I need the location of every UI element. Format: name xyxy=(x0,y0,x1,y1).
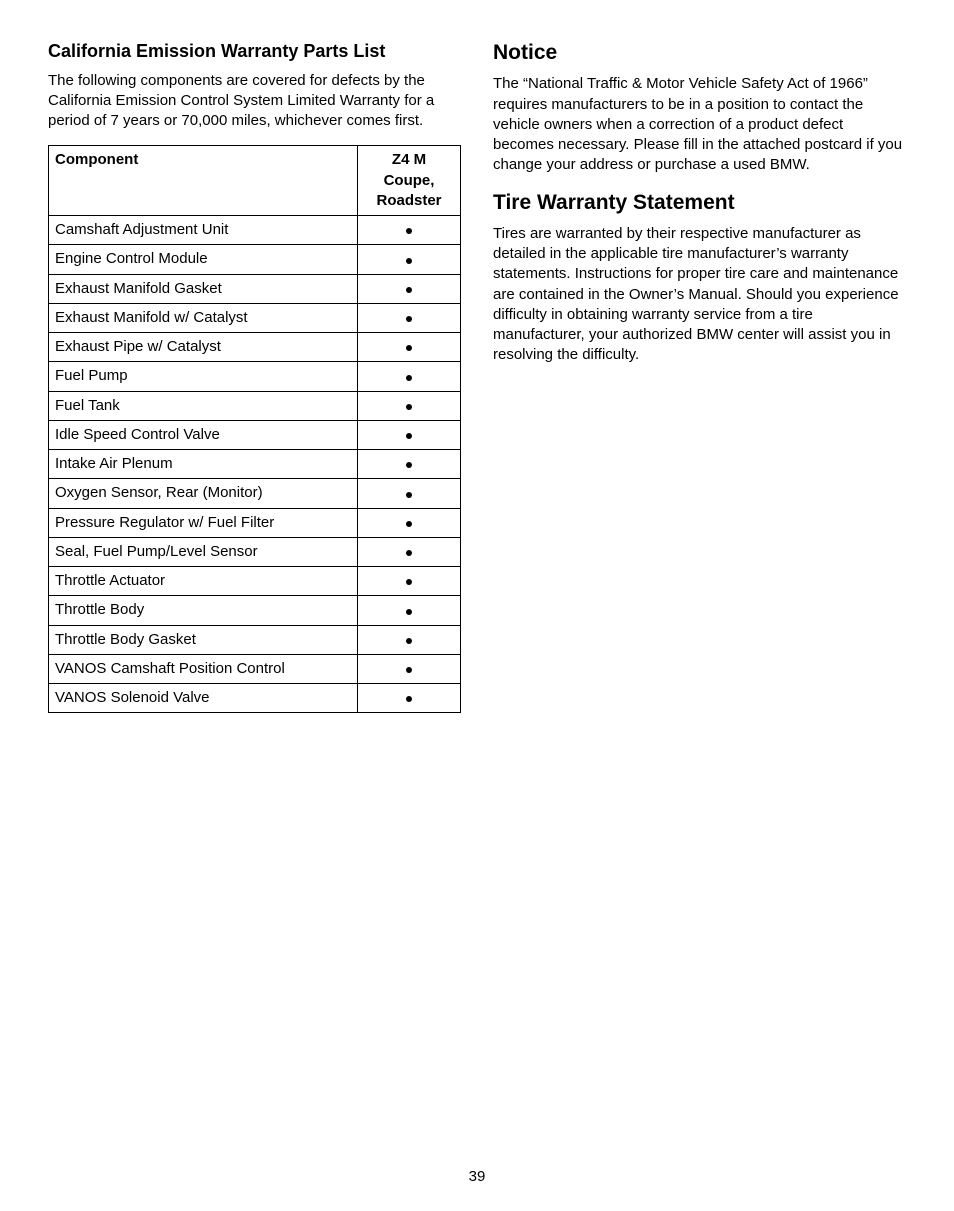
component-cell: Exhaust Manifold Gasket xyxy=(49,274,358,303)
table-row: Pressure Regulator w/ Fuel Filter xyxy=(49,508,461,537)
component-cell: Pressure Regulator w/ Fuel Filter xyxy=(49,508,358,537)
table-row: Idle Speed Control Valve xyxy=(49,420,461,449)
component-cell: Engine Control Module xyxy=(49,245,358,274)
table-row: Throttle Body xyxy=(49,596,461,625)
table-row: Fuel Pump xyxy=(49,362,461,391)
component-cell: Seal, Fuel Pump/Level Sensor xyxy=(49,537,358,566)
component-cell: VANOS Solenoid Valve xyxy=(49,684,358,713)
table-row: Seal, Fuel Pump/Level Sensor xyxy=(49,537,461,566)
california-heading: California Emission Warranty Parts List xyxy=(48,40,461,63)
table-row: VANOS Camshaft Position Control xyxy=(49,654,461,683)
component-cell: VANOS Camshaft Position Control xyxy=(49,654,358,683)
component-cell: Throttle Body xyxy=(49,596,358,625)
table-row: VANOS Solenoid Valve xyxy=(49,684,461,713)
bullet-icon xyxy=(406,521,412,527)
table-row: Camshaft Adjustment Unit xyxy=(49,216,461,245)
dot-cell xyxy=(358,625,461,654)
dot-cell xyxy=(358,537,461,566)
table-row: Throttle Actuator xyxy=(49,567,461,596)
dot-cell xyxy=(358,596,461,625)
dot-cell xyxy=(358,303,461,332)
page-number: 39 xyxy=(0,1167,954,1187)
component-cell: Throttle Body Gasket xyxy=(49,625,358,654)
table-header-model: Z4 M Coupe, Roadster xyxy=(358,146,461,216)
dot-cell xyxy=(358,216,461,245)
bullet-icon xyxy=(406,550,412,556)
component-cell: Camshaft Adjustment Unit xyxy=(49,216,358,245)
warranty-parts-table: Component Z4 M Coupe, Roadster Camshaft … xyxy=(48,145,461,713)
bullet-icon xyxy=(406,404,412,410)
bullet-icon xyxy=(406,433,412,439)
table-row: Engine Control Module xyxy=(49,245,461,274)
dot-cell xyxy=(358,391,461,420)
dot-cell xyxy=(358,567,461,596)
dot-cell xyxy=(358,245,461,274)
california-intro: The following components are covered for… xyxy=(48,71,461,132)
table-row: Oxygen Sensor, Rear (Monitor) xyxy=(49,479,461,508)
dot-cell xyxy=(358,654,461,683)
bullet-icon xyxy=(406,258,412,264)
bullet-icon xyxy=(406,638,412,644)
bullet-icon xyxy=(406,287,412,293)
table-row: Throttle Body Gasket xyxy=(49,625,461,654)
component-cell: Oxygen Sensor, Rear (Monitor) xyxy=(49,479,358,508)
component-cell: Exhaust Manifold w/ Catalyst xyxy=(49,303,358,332)
table-header-component: Component xyxy=(49,146,358,216)
component-cell: Throttle Actuator xyxy=(49,567,358,596)
bullet-icon xyxy=(406,228,412,234)
dot-cell xyxy=(358,508,461,537)
table-row: Intake Air Plenum xyxy=(49,450,461,479)
table-row: Exhaust Manifold w/ Catalyst xyxy=(49,303,461,332)
bullet-icon xyxy=(406,667,412,673)
component-cell: Idle Speed Control Valve xyxy=(49,420,358,449)
dot-cell xyxy=(358,684,461,713)
bullet-icon xyxy=(406,375,412,381)
bullet-icon xyxy=(406,316,412,322)
tire-warranty-heading: Tire Warranty Statement xyxy=(493,190,906,216)
bullet-icon xyxy=(406,609,412,615)
dot-cell xyxy=(358,274,461,303)
notice-heading: Notice xyxy=(493,40,906,66)
table-row: Exhaust Manifold Gasket xyxy=(49,274,461,303)
bullet-icon xyxy=(406,696,412,702)
component-cell: Intake Air Plenum xyxy=(49,450,358,479)
dot-cell xyxy=(358,333,461,362)
component-cell: Exhaust Pipe w/ Catalyst xyxy=(49,333,358,362)
dot-cell xyxy=(358,420,461,449)
table-row: Exhaust Pipe w/ Catalyst xyxy=(49,333,461,362)
table-row: Fuel Tank xyxy=(49,391,461,420)
dot-cell xyxy=(358,479,461,508)
dot-cell xyxy=(358,450,461,479)
bullet-icon xyxy=(406,462,412,468)
component-cell: Fuel Tank xyxy=(49,391,358,420)
component-cell: Fuel Pump xyxy=(49,362,358,391)
bullet-icon xyxy=(406,579,412,585)
tire-warranty-body: Tires are warranted by their respective … xyxy=(493,224,906,366)
bullet-icon xyxy=(406,492,412,498)
bullet-icon xyxy=(406,345,412,351)
notice-body: The “National Traffic & Motor Vehicle Sa… xyxy=(493,74,906,175)
dot-cell xyxy=(358,362,461,391)
